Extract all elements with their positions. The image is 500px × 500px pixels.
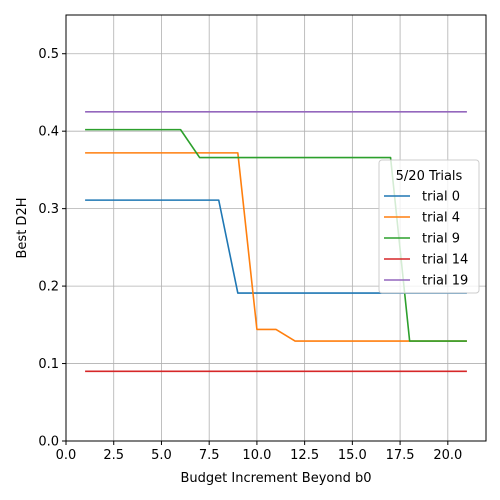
x-tick-label: 7.5 bbox=[199, 448, 220, 463]
legend-entries: trial 0 trial 4 trial 9 trial 14 trial 19 bbox=[384, 190, 468, 289]
y-tick-label: 0.4 bbox=[38, 125, 59, 140]
x-axis-label: Budget Increment Beyond b0 bbox=[180, 471, 371, 486]
x-tick-label: 17.5 bbox=[386, 448, 415, 463]
x-tick-label: 2.5 bbox=[103, 448, 124, 463]
y-tick-label: 0.5 bbox=[38, 47, 59, 62]
series-line-trial-0 bbox=[85, 199, 467, 294]
x-tick-label: 0.0 bbox=[56, 448, 77, 463]
x-axis-ticks: 0.0 2.5 5.0 7.5 10.0 12.5 15.0 17.5 20.0 bbox=[56, 441, 462, 463]
series-line-trial-9 bbox=[85, 128, 467, 342]
y-axis-label: Best D2H bbox=[15, 198, 30, 259]
legend-entry-label: trial 4 bbox=[422, 211, 460, 226]
series-line-trial-4 bbox=[85, 152, 467, 342]
legend-entry-label: trial 9 bbox=[422, 232, 460, 247]
y-axis-ticks: 0.0 0.1 0.2 0.3 0.4 0.5 bbox=[38, 47, 66, 450]
legend-title: 5/20 Trials bbox=[396, 169, 463, 184]
plot-frame bbox=[65, 14, 487, 442]
x-tick-label: 5.0 bbox=[151, 448, 172, 463]
x-tick-label: 10.0 bbox=[242, 448, 271, 463]
y-tick-label: 0.3 bbox=[38, 202, 59, 217]
y-tick-label: 0.2 bbox=[38, 280, 59, 295]
legend-entry-label: trial 0 bbox=[422, 190, 460, 205]
x-tick-label: 15.0 bbox=[338, 448, 367, 463]
x-tick-label: 12.5 bbox=[290, 448, 319, 463]
legend: 5/20 Trials trial 0 trial 4 trial 9 trial 1… bbox=[378, 159, 480, 294]
y-tick-label: 0.0 bbox=[38, 435, 59, 450]
x-tick-label: 20.0 bbox=[433, 448, 462, 463]
y-tick-label: 0.1 bbox=[38, 357, 59, 372]
legend-entry-label: trial 19 bbox=[422, 274, 468, 289]
legend-entry-label: trial 14 bbox=[422, 253, 468, 268]
series-layer bbox=[85, 111, 467, 373]
